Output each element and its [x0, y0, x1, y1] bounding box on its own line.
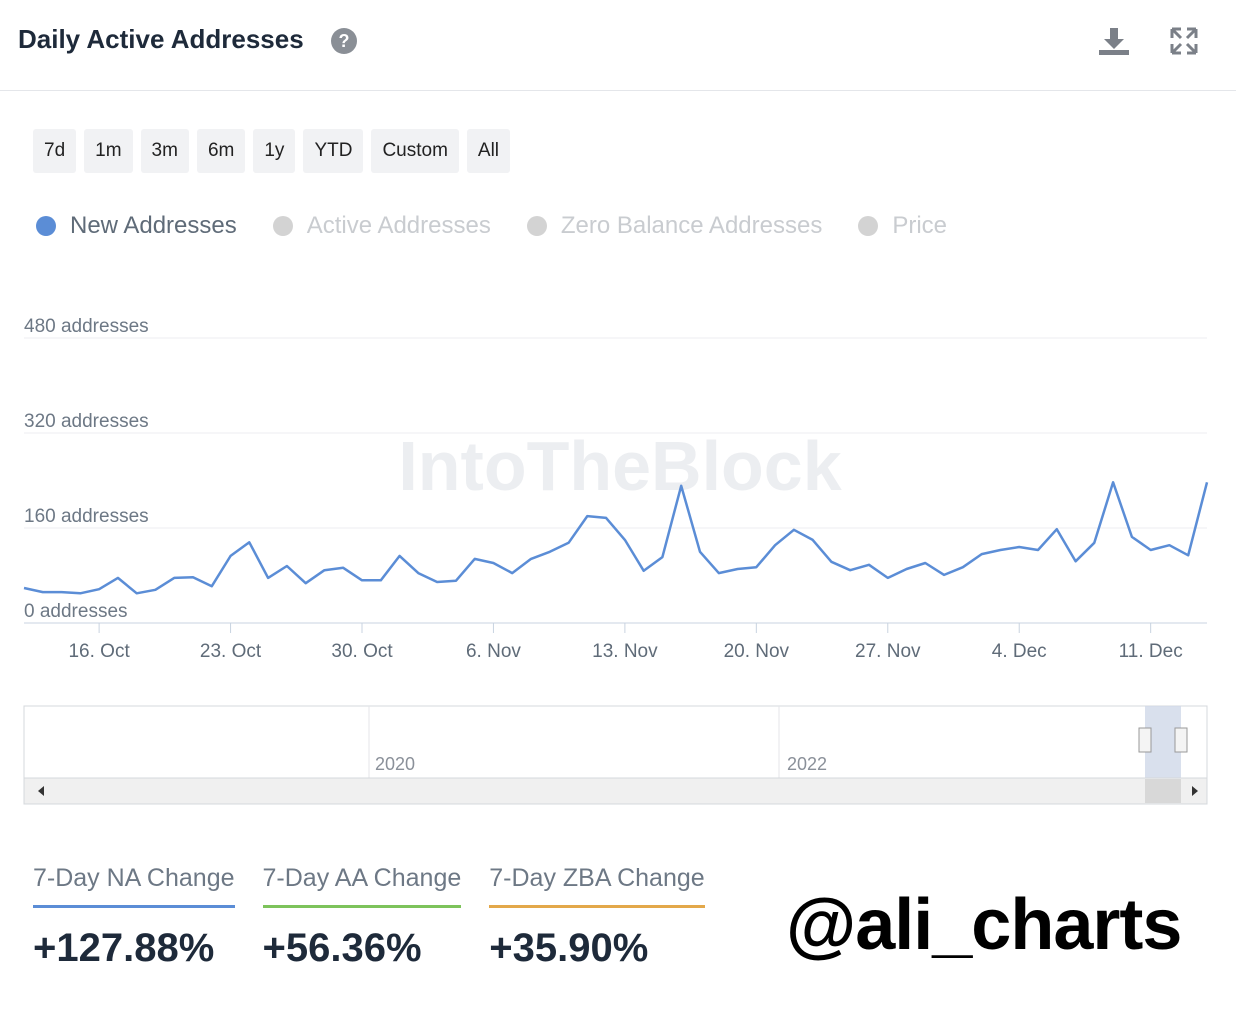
help-icon[interactable]: ?: [331, 28, 357, 54]
range-button[interactable]: 3m: [140, 129, 189, 173]
legend-dot: [36, 216, 56, 236]
legend-dot: [526, 216, 547, 236]
scroll-right: [1192, 786, 1198, 796]
stat-card: 7-Day NA Change +127.88%: [33, 864, 235, 971]
legend-item[interactable]: Zero Balance Addresses: [526, 212, 823, 240]
y-tick-label: 160 addresses: [24, 506, 149, 527]
navigator-label: 2020: [375, 754, 415, 774]
stat-label: 7-Day NA Change: [33, 864, 235, 908]
stat-label: 7-Day ZBA Change: [489, 864, 705, 908]
legend-item[interactable]: Price: [858, 212, 947, 240]
stat-card: 7-Day AA Change +56.36%: [262, 864, 462, 971]
line-series: [23, 481, 1209, 595]
legend-label: New Addresses: [70, 212, 237, 239]
legend-label: Active Addresses: [306, 212, 491, 239]
x-tick-label: 27. Nov: [855, 641, 921, 662]
navigator-label: 2022: [787, 754, 827, 774]
range-button[interactable]: 7d: [33, 129, 77, 173]
range-button[interactable]: 6m: [196, 129, 246, 173]
legend-label: Zero Balance Addresses: [560, 212, 823, 239]
x-tick-label: 13. Nov: [592, 641, 658, 662]
stat-value: +35.90%: [489, 926, 649, 970]
signature: @ali_charts: [786, 885, 1182, 965]
x-tick-label: 30. Oct: [331, 641, 393, 662]
scrollbar: [23, 777, 1208, 805]
y-tick-label: 320 addresses: [24, 411, 149, 432]
scroll-left: [38, 786, 44, 796]
title: Daily Active Addresses: [18, 24, 304, 54]
navigator-handle: [1174, 727, 1188, 753]
legend-item[interactable]: New Addresses: [36, 212, 237, 240]
x-tick-label: 11. Dec: [1119, 641, 1183, 662]
range-button[interactable]: Custom: [371, 129, 459, 173]
watermark: IntoTheBlock: [398, 427, 841, 505]
divider: [0, 90, 1236, 91]
legend-dot: [858, 216, 879, 236]
legend-item[interactable]: Active Addresses: [272, 212, 491, 240]
legend: New Addresses Active Addresses Zero Balanc…: [36, 212, 947, 240]
y-tick-label: 480 addresses: [24, 316, 149, 337]
legend-dot: [272, 216, 293, 236]
x-tick-label: 6. Nov: [466, 641, 521, 662]
scrollbar-thumb: [1145, 779, 1181, 803]
range-button[interactable]: YTD: [303, 129, 364, 173]
stat-value: +127.88%: [33, 926, 215, 970]
x-tick-label: 20. Nov: [724, 641, 790, 662]
stat-label: 7-Day AA Change: [262, 864, 462, 908]
x-tick-label: 4. Dec: [992, 641, 1047, 662]
range-buttons: 7d 1m 3m 6m 1y YTD Custom All: [33, 129, 511, 173]
range-button[interactable]: 1m: [84, 129, 133, 173]
y-tick-label: 0 addresses: [24, 601, 128, 622]
fullscreen-icon[interactable]: [1170, 27, 1198, 55]
stats: 7-Day NA Change +127.88% 7-Day AA Change +5…: [33, 864, 705, 971]
x-tick-label: 23. Oct: [200, 641, 262, 662]
navigator: [23, 705, 1208, 779]
chart: IntoTheBlock 0 addresses 160 addresses 320 …: [23, 316, 1209, 805]
stat-card: 7-Day ZBA Change +35.90%: [489, 864, 705, 971]
x-tick-label: 16. Oct: [68, 641, 130, 662]
download-icon[interactable]: [1097, 26, 1131, 56]
legend-label: Price: [892, 212, 948, 239]
stat-value: +56.36%: [262, 926, 422, 970]
navigator-handle: [1138, 727, 1152, 753]
range-button[interactable]: 1y: [253, 129, 296, 173]
range-button[interactable]: All: [466, 129, 511, 173]
